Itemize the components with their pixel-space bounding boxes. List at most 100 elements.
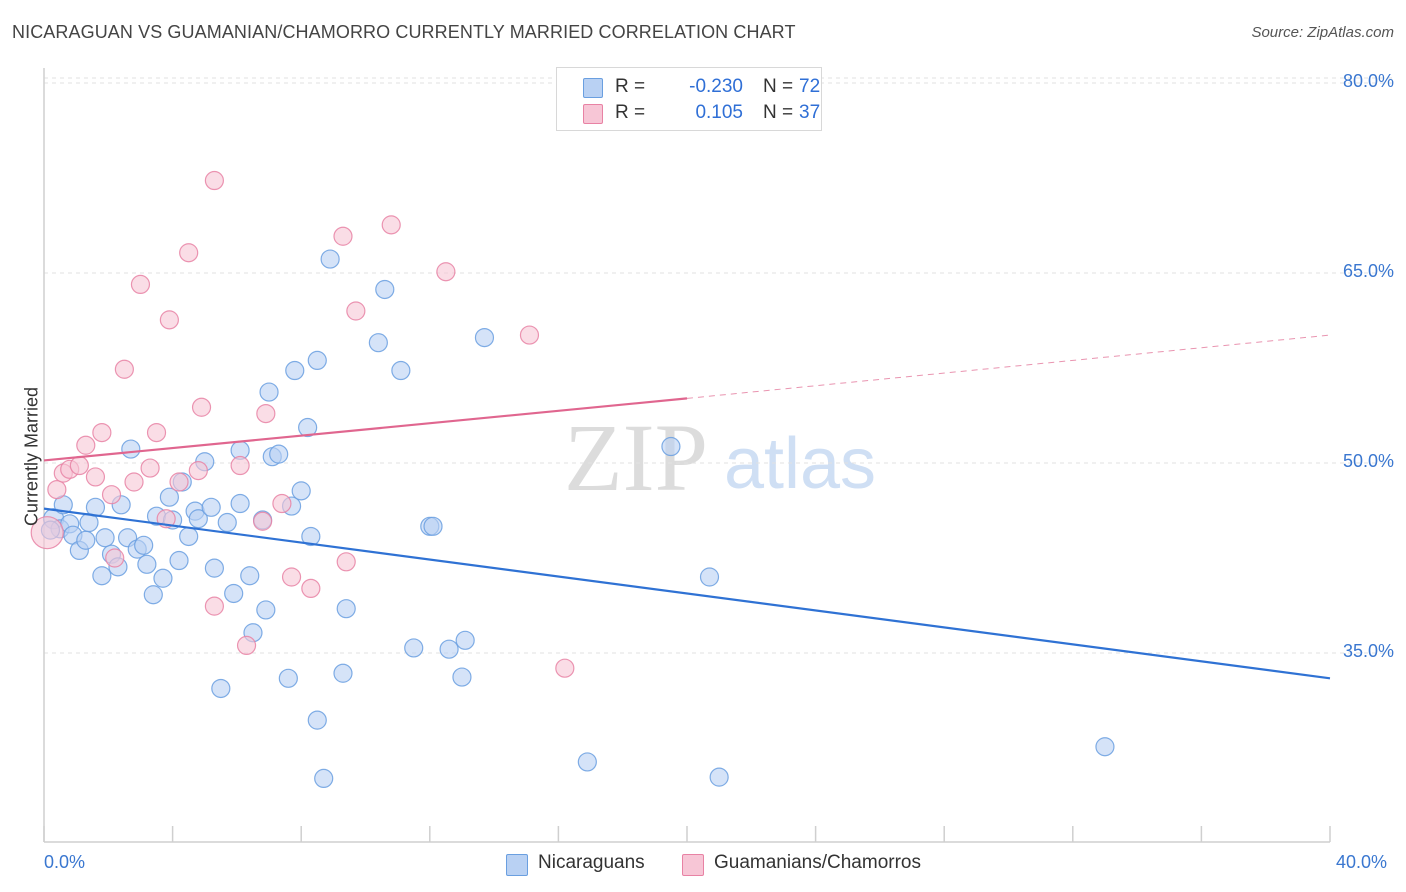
guamanian-point <box>47 480 67 500</box>
nicaraguan-point <box>439 639 459 659</box>
r-value: 0.105 <box>695 102 743 123</box>
guamanian-point <box>256 404 276 424</box>
y-tick-label: 80.0% <box>1342 71 1394 91</box>
nicaraguan-point <box>1095 737 1115 757</box>
nicaraguan-point <box>307 350 327 370</box>
guamanian-point <box>281 567 302 587</box>
guamanian-point <box>179 243 199 263</box>
nicaraguan-point <box>423 516 443 536</box>
x-tick-label: 0.0% <box>44 852 86 872</box>
n-value: 37 <box>799 102 821 123</box>
guamanian-point <box>76 435 96 455</box>
chart-title: NICARAGUAN VS GUAMANIAN/CHAMORRO CURRENT… <box>12 22 796 42</box>
legend-label: Nicaraguans <box>538 852 645 873</box>
nicaraguan-point <box>76 530 96 550</box>
nicaraguan-point <box>278 668 298 688</box>
nicaraguan-point <box>121 439 141 459</box>
guamanian-point <box>130 274 151 294</box>
guamanian-point <box>346 301 366 321</box>
guamanian-point <box>204 170 224 191</box>
watermark-zip: ZIP <box>564 404 708 511</box>
guamanian-point <box>85 467 106 487</box>
guamanian-point <box>69 455 89 476</box>
nicaraguan-point <box>92 566 112 586</box>
trend-line-nicaraguans <box>43 507 1331 680</box>
nicaraguan-point <box>134 535 154 555</box>
r-value: -0.230 <box>689 76 743 97</box>
r-label: R = <box>615 102 646 123</box>
axes <box>43 68 1331 843</box>
nicaraguan-point <box>474 328 495 348</box>
nicaraguan-point <box>240 566 260 586</box>
guamanian-point <box>188 461 208 481</box>
guamanian-point <box>333 226 353 246</box>
guamanian-point <box>381 215 401 235</box>
guamanian-point <box>92 423 112 443</box>
nicaraguan-point <box>211 678 231 699</box>
nicaraguan-point <box>452 667 472 687</box>
nicaraguan-point <box>298 417 318 438</box>
nicaraguan-point <box>404 638 424 658</box>
nicaraguan-point <box>391 360 411 381</box>
nicaraguan-point <box>661 436 681 457</box>
blue-swatch <box>506 854 528 876</box>
nicaraguan-point <box>314 768 334 789</box>
guamanian-point <box>101 485 122 505</box>
guamanian-point <box>555 658 575 678</box>
nicaraguan-point <box>256 600 276 620</box>
data-points <box>30 170 1115 789</box>
nicaraguan-point <box>375 279 395 300</box>
nicaraguan-point <box>159 487 179 507</box>
nicaraguan-point <box>230 493 250 514</box>
guamanian-point <box>124 472 144 492</box>
legend-label: Guamanians/Chamorros <box>714 852 921 873</box>
correlation-legend: R = -0.230 N = 72 R = 0.105 N = 37 <box>556 67 822 131</box>
nicaraguan-point <box>455 630 475 650</box>
trend-lines <box>43 334 1331 680</box>
guamanian-point <box>159 310 179 330</box>
nicaraguan-point <box>169 550 189 571</box>
source-note: Source: ZipAtlas.com <box>1251 24 1394 41</box>
nicaraguan-point <box>368 333 388 353</box>
nicaraguan-point <box>291 481 311 501</box>
nicaraguan-point <box>143 585 163 605</box>
watermark-atlas: atlas <box>724 424 876 504</box>
n-label: N = <box>763 102 794 123</box>
blue-swatch <box>583 78 603 98</box>
nicaraguan-point <box>259 382 279 402</box>
x-tick-label: 40.0% <box>1336 852 1388 872</box>
pink-swatch <box>583 104 603 124</box>
nicaraguan-point <box>709 767 729 787</box>
trend-line-guamanians <box>43 397 688 462</box>
guamanian-point <box>114 359 134 379</box>
nicaraguan-point <box>224 583 244 604</box>
nicaraguan-point <box>301 526 321 547</box>
guamanian-point <box>236 635 257 656</box>
nicaraguan-point <box>188 509 208 529</box>
guamanian-point <box>204 596 224 616</box>
guamanian-point <box>146 423 167 443</box>
guamanian-point <box>30 516 64 550</box>
pink-swatch <box>682 854 704 876</box>
nicaraguan-point <box>336 599 356 619</box>
y-tick-label: 65.0% <box>1342 261 1394 281</box>
nicaraguan-point <box>320 249 340 269</box>
nicaraguan-point <box>95 528 115 548</box>
y-axis-label: Currently Married <box>21 386 42 527</box>
guamanian-point <box>253 511 273 531</box>
guamanian-point <box>105 548 125 568</box>
guamanian-point <box>191 397 212 417</box>
n-label: N = <box>763 76 794 97</box>
nicaraguan-point <box>137 554 157 574</box>
n-value: 72 <box>799 76 821 97</box>
nicaraguan-point <box>153 568 173 588</box>
y-tick-label: 50.0% <box>1342 451 1394 471</box>
guamanian-point <box>272 493 292 514</box>
nicaraguan-point <box>217 512 237 533</box>
guamanian-point <box>140 458 160 478</box>
guamanian-point <box>436 262 456 282</box>
guamanian-point <box>301 578 321 599</box>
nicaraguan-point <box>285 360 305 381</box>
nicaraguan-point <box>201 497 221 517</box>
